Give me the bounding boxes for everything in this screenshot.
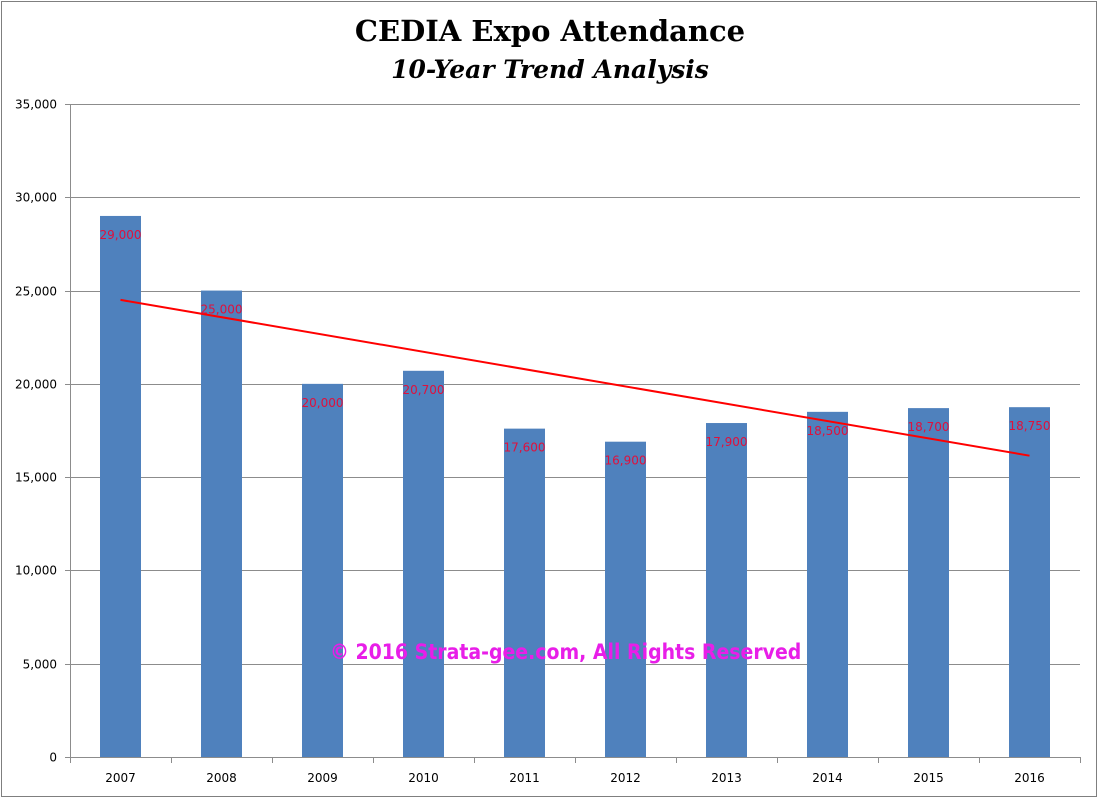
data-label: 29,000: [100, 228, 142, 242]
bar-2011: [504, 428, 545, 757]
x-tick-label: 2015: [913, 771, 944, 785]
x-tick-label: 2007: [105, 771, 136, 785]
data-label: 16,900: [605, 454, 647, 468]
data-label: 25,000: [201, 303, 243, 317]
y-tick-label: 30,000: [15, 191, 57, 205]
bar-2014: [807, 411, 848, 757]
bar-2015: [908, 408, 949, 757]
data-label: 18,750: [1009, 419, 1051, 433]
bar-2008: [201, 290, 242, 757]
y-tick-label: 15,000: [15, 471, 57, 485]
y-tick-label: 25,000: [15, 285, 57, 299]
y-tick-label: 10,000: [15, 564, 57, 578]
data-label: 17,600: [504, 441, 546, 455]
bar-2012: [605, 441, 646, 757]
bar-2007: [100, 215, 141, 757]
data-label: 20,000: [302, 396, 344, 410]
x-tick-label: 2014: [812, 771, 843, 785]
x-tick-label: 2009: [307, 771, 338, 785]
bar-2009: [302, 383, 343, 757]
data-label: 17,900: [706, 435, 748, 449]
y-tick-label: 20,000: [15, 378, 57, 392]
y-tick-label: 35,000: [15, 98, 57, 112]
data-label: 20,700: [403, 383, 445, 397]
x-tick-label: 2016: [1014, 771, 1045, 785]
chart-subtitle: 10-Year Trend Analysis: [391, 55, 709, 84]
x-tick-label: 2011: [509, 771, 540, 785]
bar-2010: [403, 370, 444, 757]
x-tick-label: 2013: [711, 771, 742, 785]
data-label: 18,500: [807, 424, 849, 438]
bar-2013: [706, 423, 747, 757]
x-tick-label: 2008: [206, 771, 237, 785]
x-tick-label: 2012: [610, 771, 641, 785]
trendline: [120, 298, 1030, 457]
copyright-watermark: © 2016 Strata-gee.com, All Rights Reserv…: [330, 640, 802, 664]
bar-2016: [1009, 407, 1050, 757]
y-tick-label: 0: [49, 751, 57, 765]
chart-title: CEDIA Expo Attendance: [354, 14, 746, 48]
x-tick-label: 2010: [408, 771, 439, 785]
data-label: 18,700: [908, 420, 950, 434]
y-tick-label: 5,000: [23, 658, 57, 672]
